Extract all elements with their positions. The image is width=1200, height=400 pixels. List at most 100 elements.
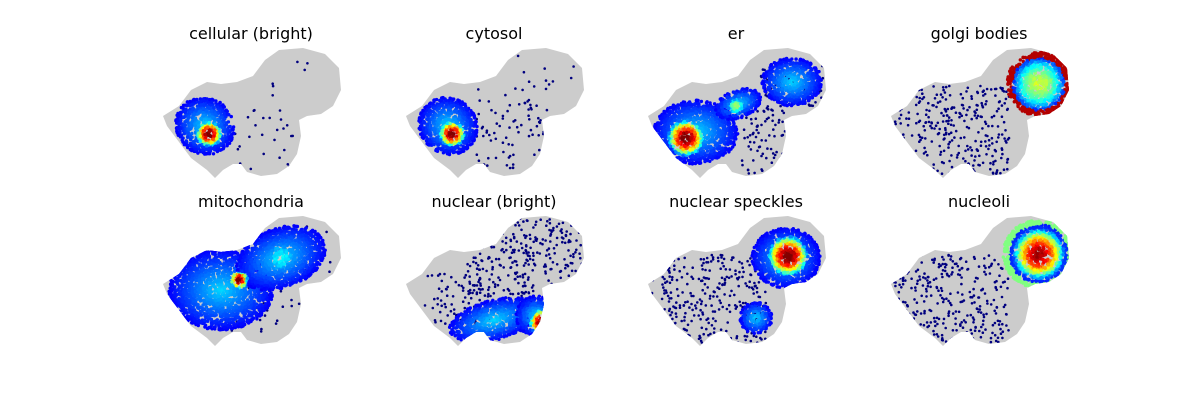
scatter-point — [916, 172, 920, 175]
density-point — [797, 69, 802, 74]
density-point — [462, 140, 466, 144]
density-point — [222, 117, 226, 122]
density-point — [687, 102, 691, 107]
scatter-point — [901, 157, 905, 160]
scatter-point — [921, 97, 924, 101]
scatter-point — [1001, 89, 1004, 92]
density-point — [748, 100, 752, 104]
scatter-point — [748, 140, 752, 144]
density-point — [1026, 98, 1030, 103]
scatter-point — [762, 109, 765, 113]
density-point — [459, 131, 464, 136]
scatter-point — [552, 159, 556, 163]
density-point — [197, 100, 201, 104]
density-point — [663, 150, 668, 154]
scatter-point — [938, 127, 941, 131]
density-point — [732, 142, 736, 146]
density-point — [769, 74, 774, 78]
density-point — [681, 147, 685, 152]
scatter-point — [954, 111, 958, 114]
density-point — [740, 115, 744, 120]
density-point — [764, 90, 768, 94]
scatter-point — [946, 114, 949, 117]
density-point — [661, 148, 666, 152]
scatter-point — [995, 140, 998, 144]
scatter-point — [991, 154, 994, 158]
scatter-point — [950, 165, 954, 169]
scatter-point — [917, 133, 921, 137]
scatter-point — [527, 134, 531, 138]
scatter-point — [273, 138, 276, 142]
density-point — [734, 132, 739, 136]
scatter-point — [905, 149, 909, 152]
density-point — [751, 109, 755, 113]
density-point — [705, 100, 709, 104]
scatter-point — [898, 142, 901, 146]
density-point — [201, 107, 206, 111]
density-point — [708, 107, 713, 111]
density-point — [224, 137, 228, 141]
density-point — [727, 147, 732, 151]
density-point — [663, 151, 667, 155]
density-point — [206, 125, 210, 129]
density-point — [231, 131, 236, 136]
density-point — [813, 92, 817, 97]
density-point — [210, 100, 214, 104]
density-point — [669, 154, 674, 158]
scatter-point — [783, 130, 787, 133]
density-point — [199, 103, 204, 107]
density-point — [784, 77, 788, 81]
scatter-point — [504, 93, 507, 97]
density-point — [663, 144, 667, 148]
density-point — [211, 152, 216, 156]
scatter-point — [999, 171, 1002, 175]
density-point — [215, 147, 219, 151]
density-point — [696, 98, 700, 103]
density-point — [769, 63, 773, 67]
scatter-point — [968, 105, 971, 109]
density-point — [705, 103, 709, 108]
density-point — [222, 129, 227, 134]
scatter-point — [749, 148, 753, 151]
density-point — [671, 144, 675, 148]
density-point — [667, 147, 671, 151]
density-point — [423, 105, 427, 110]
scatter-point — [970, 117, 973, 121]
density-point — [426, 116, 430, 121]
density-point — [208, 97, 212, 102]
density-point — [217, 134, 222, 138]
density-point — [220, 113, 224, 117]
density-point — [712, 102, 717, 106]
scatter-point — [963, 119, 966, 123]
density-point — [669, 155, 673, 159]
scatter-point — [907, 111, 911, 114]
scatter-point — [973, 114, 977, 117]
density-point — [188, 99, 192, 104]
scatter-point — [900, 102, 903, 106]
density-point — [715, 119, 719, 124]
scatter-point — [279, 118, 283, 121]
density-point — [1068, 76, 1069, 80]
scatter-point — [994, 94, 997, 97]
density-point — [214, 101, 218, 105]
scatter-point — [530, 167, 533, 170]
scatter-point — [542, 167, 545, 170]
density-point — [454, 100, 458, 104]
density-point — [205, 109, 209, 113]
scatter-point — [275, 128, 279, 132]
density-point — [791, 90, 795, 94]
density-point — [209, 109, 213, 113]
density-point — [179, 134, 183, 139]
density-point — [656, 136, 660, 140]
scatter-point — [771, 119, 774, 123]
density-point — [435, 121, 439, 126]
density-point — [754, 104, 759, 108]
density-point — [745, 107, 749, 112]
density-point — [432, 119, 436, 123]
density-point — [198, 143, 202, 147]
scatter-point — [932, 85, 935, 88]
density-point — [715, 156, 719, 160]
scatter-point — [940, 160, 944, 164]
panel-cytosol: cytosol — [389, 24, 599, 199]
density-point — [734, 125, 738, 129]
